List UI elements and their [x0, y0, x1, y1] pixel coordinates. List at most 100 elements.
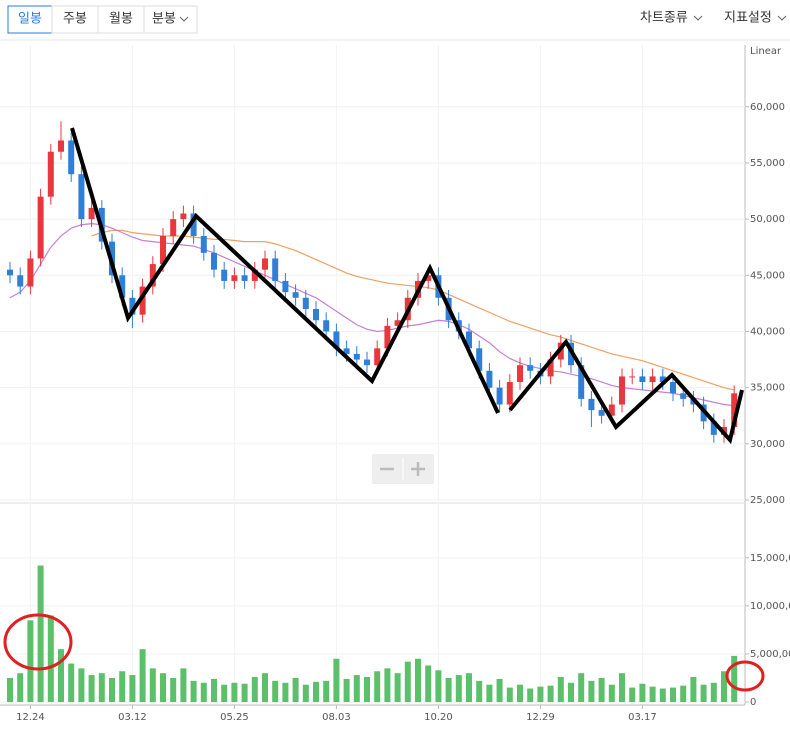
volume-bar: [323, 680, 330, 702]
zigzag-line: [70, 127, 500, 414]
candle-body: [506, 382, 513, 405]
volume-bar: [119, 671, 126, 702]
candle-body: [496, 387, 503, 405]
volume-bar: [17, 673, 24, 702]
volume-bar: [374, 671, 381, 702]
x-tick-label: 03.12: [118, 712, 147, 723]
volume-bar: [415, 658, 421, 702]
menu-label[interactable]: 차트종류: [640, 11, 688, 26]
volume-bar: [394, 673, 401, 702]
y-tick-label: 30,000: [750, 439, 785, 450]
volume-bar: [211, 678, 217, 702]
x-tick-label: 12.24: [16, 712, 45, 723]
candle-body: [160, 235, 166, 265]
volume-bar: [670, 687, 676, 702]
candle-body: [200, 235, 207, 253]
candle-body: [292, 292, 299, 298]
candle-body: [7, 269, 13, 276]
candle-body: [68, 140, 75, 175]
volume-bar: [302, 684, 309, 702]
y-tick-label: 25,000: [750, 495, 785, 506]
candle-body: [425, 275, 432, 281]
volume-bar: [517, 684, 523, 702]
plot: 25,000 30,000 35,000 40,000 45,000 50,000 55,0…: [0, 45, 790, 723]
volume-bar: [659, 688, 666, 702]
candle-body: [37, 196, 44, 259]
volume-bar: [537, 686, 544, 702]
volume-bar: [588, 680, 595, 702]
candle-body: [476, 348, 483, 371]
candle-body: [231, 275, 238, 281]
volume-bar: [27, 620, 34, 702]
volume-bar: [272, 680, 279, 702]
volume-bar: [129, 675, 136, 702]
x-tick-label: 05.25: [220, 712, 249, 723]
volume-bar: [476, 680, 483, 702]
volume-bar: [251, 677, 258, 702]
moving-average-line: [91, 229, 735, 391]
zoom-control[interactable]: [372, 454, 434, 484]
candle-body: [374, 348, 381, 366]
volume-bar: [721, 671, 727, 702]
volume-bar: [547, 685, 554, 702]
candle-body: [241, 275, 248, 281]
volume-bar: [384, 668, 391, 702]
y-tick-label: 50,000: [750, 214, 785, 225]
volume-bar: [506, 687, 513, 702]
volume-bar: [231, 682, 238, 702]
x-tick-label: 03.17: [628, 712, 657, 723]
volume-bar: [435, 670, 442, 702]
candle-body: [17, 275, 24, 287]
candle-body: [170, 219, 177, 236]
candle-body: [119, 275, 126, 298]
candle-body: [129, 297, 136, 315]
y-tick-label: 5,000,000: [750, 649, 790, 660]
volume-bar: [313, 681, 319, 702]
candle-body: [58, 140, 64, 152]
volume-bar: [88, 675, 95, 702]
candle-body: [619, 376, 625, 405]
candle-body: [27, 258, 34, 287]
volume-bar: [445, 677, 452, 702]
scale-label: Linear: [750, 46, 782, 57]
volume-bar: [486, 684, 493, 702]
menu-label[interactable]: 지표설정: [724, 11, 772, 26]
candle-body: [517, 365, 523, 383]
candle-body: [394, 320, 401, 326]
tab-button[interactable]: [7, 5, 53, 34]
chevron-icon: [179, 16, 189, 22]
tab-label[interactable]: 분봉: [152, 12, 176, 27]
volume-bar: [404, 661, 411, 702]
candle-body: [598, 410, 605, 416]
volume-bar: [455, 675, 462, 702]
y-tick-label: 60,000: [750, 102, 785, 113]
candle-body: [639, 376, 646, 383]
volume-bar: [710, 682, 717, 702]
chevron-icon: [777, 15, 787, 21]
volume-bar: [200, 682, 207, 702]
moving-average-line: [9, 223, 735, 407]
volume-bar: [639, 683, 646, 702]
tab-label[interactable]: 일봉: [18, 12, 42, 27]
y-tick-label: 40,000: [750, 326, 785, 337]
volume-bar: [353, 675, 360, 702]
highlight-circle: [3, 613, 73, 671]
y-tick-label: 10,000,000: [750, 601, 790, 612]
candle-body: [629, 376, 636, 378]
tab-button[interactable]: [143, 5, 198, 34]
volume-bar: [680, 685, 687, 702]
volume-bar: [557, 677, 564, 702]
candle-body: [78, 174, 85, 220]
volume-bar: [598, 677, 605, 702]
tab-label[interactable]: 월봉: [109, 12, 133, 27]
tab-label[interactable]: 주봉: [63, 12, 87, 27]
candle-body: [323, 320, 330, 332]
candle-body: [47, 151, 54, 197]
volume-bar: [364, 677, 370, 702]
candle-body: [466, 331, 472, 349]
volume-bar: [578, 673, 585, 702]
candle-body: [731, 393, 738, 427]
volume-bar: [170, 677, 177, 702]
volume-bar: [282, 682, 289, 702]
candle-body: [547, 359, 554, 377]
